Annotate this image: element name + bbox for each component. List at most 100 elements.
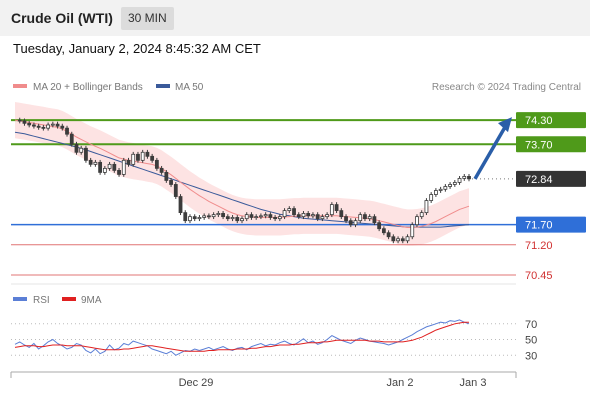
chart-legend: MA 20 + Bollinger Bands MA 50 Research ©…: [13, 82, 581, 93]
candle-body: [164, 172, 169, 181]
candle-body: [126, 159, 131, 165]
candle-body: [344, 216, 348, 222]
chart-header: Crude Oil (WTI) 30 MIN: [0, 0, 590, 36]
candle-body: [268, 214, 273, 218]
candle-body: [353, 220, 358, 226]
candle-body: [400, 238, 405, 242]
candle-body: [93, 161, 98, 165]
candle-body: [424, 200, 429, 214]
candle-body: [117, 169, 121, 175]
candle-body: [36, 125, 41, 128]
rsi-tick-label: 70: [525, 319, 537, 331]
candle-body: [415, 216, 419, 226]
candle-body: [433, 190, 438, 195]
candle-body: [348, 220, 353, 226]
candle-body: [462, 176, 467, 179]
candle-body: [325, 214, 330, 218]
candle-body: [84, 147, 88, 161]
x-tick-label: Dec 29: [179, 377, 214, 389]
candle-body: [363, 214, 367, 220]
x-tick-label: Jan 3: [460, 377, 487, 389]
resistance-label: 74.30: [525, 115, 553, 127]
candle-body: [55, 123, 60, 127]
candle-body: [22, 120, 27, 124]
ma50-legend-label: MA 50: [175, 82, 204, 93]
candle-body: [197, 217, 202, 220]
candle-body: [211, 214, 216, 218]
candle-body: [183, 212, 188, 222]
candle-body: [192, 216, 197, 220]
candle-body: [107, 163, 112, 169]
rsi-line: [14, 319, 470, 356]
ma50-line: [14, 131, 470, 228]
candle-body: [17, 119, 22, 122]
candle-body: [136, 153, 140, 161]
rsi-legend-label: RSI: [33, 295, 50, 306]
rsi-tick-label: 30: [525, 350, 537, 362]
candle-body: [206, 215, 211, 218]
rsi-panel: 70 50 30: [11, 319, 537, 362]
ma9-legend-label: 9MA: [81, 295, 102, 306]
candlesticks: [17, 117, 471, 244]
candle-body: [150, 155, 155, 161]
candle-body: [273, 217, 278, 220]
candle-body: [230, 217, 235, 220]
candle-body: [391, 236, 396, 242]
minor-support-label: 71.20: [525, 240, 553, 252]
rsi-legend: RSI 9MA: [13, 295, 102, 306]
candle-body: [121, 159, 126, 175]
candle-body: [467, 176, 471, 180]
candle-body: [372, 216, 377, 224]
candle-body: [386, 232, 391, 238]
price-levels: 74.30 73.70 72.84 71.70 71.20 70.45: [11, 112, 586, 282]
candle-body: [301, 213, 306, 218]
candle-body: [60, 125, 65, 129]
candle-body: [178, 196, 183, 214]
candle-body: [410, 224, 415, 238]
forecast-arrow-head: [498, 117, 512, 133]
candle-body: [377, 222, 382, 230]
rsi-tick-label: 50: [525, 335, 537, 347]
candle-body: [74, 143, 79, 153]
candle-body: [32, 124, 36, 127]
candle-body: [112, 163, 117, 171]
resistance-badge: [516, 112, 586, 129]
candle-body: [429, 194, 434, 201]
ma50-legend-swatch: [156, 84, 170, 88]
ma20-line: [14, 119, 470, 228]
x-axis: Dec 29 Jan 2 Jan 3: [10, 371, 517, 389]
candle-body: [254, 216, 259, 219]
last-price-badge: [516, 170, 586, 187]
candle-body: [202, 215, 207, 218]
resistance-badge: [516, 136, 586, 153]
candle-body: [69, 133, 74, 145]
candle-body: [235, 217, 240, 222]
candle-body: [287, 208, 292, 212]
bollinger-bands: [15, 102, 469, 246]
candle-body: [263, 214, 268, 217]
candle-body: [27, 122, 32, 126]
candle-body: [320, 216, 325, 220]
interval-button[interactable]: 30 MIN: [121, 7, 174, 30]
ma20-legend-swatch: [13, 84, 27, 88]
candle-body: [259, 215, 263, 218]
rsi-legend-swatch: [13, 297, 27, 301]
candle-body: [188, 216, 192, 222]
candle-body: [173, 184, 178, 197]
candle-body: [216, 213, 221, 216]
candle-body: [102, 167, 107, 173]
candle-body: [154, 159, 159, 169]
candle-body: [329, 204, 334, 216]
candle-body: [65, 127, 69, 135]
candle-body: [311, 214, 315, 217]
candle-body: [448, 184, 452, 187]
candle-body: [88, 159, 93, 165]
candle-body: [79, 147, 84, 153]
candle-body: [169, 180, 173, 185]
candle-body: [41, 126, 46, 129]
rsi-ma9-line: [14, 321, 469, 352]
forecast-arrow-shaft: [473, 126, 507, 180]
candle-body: [452, 182, 457, 185]
candle-body: [277, 216, 282, 220]
bollinger-band-area: [15, 102, 469, 246]
